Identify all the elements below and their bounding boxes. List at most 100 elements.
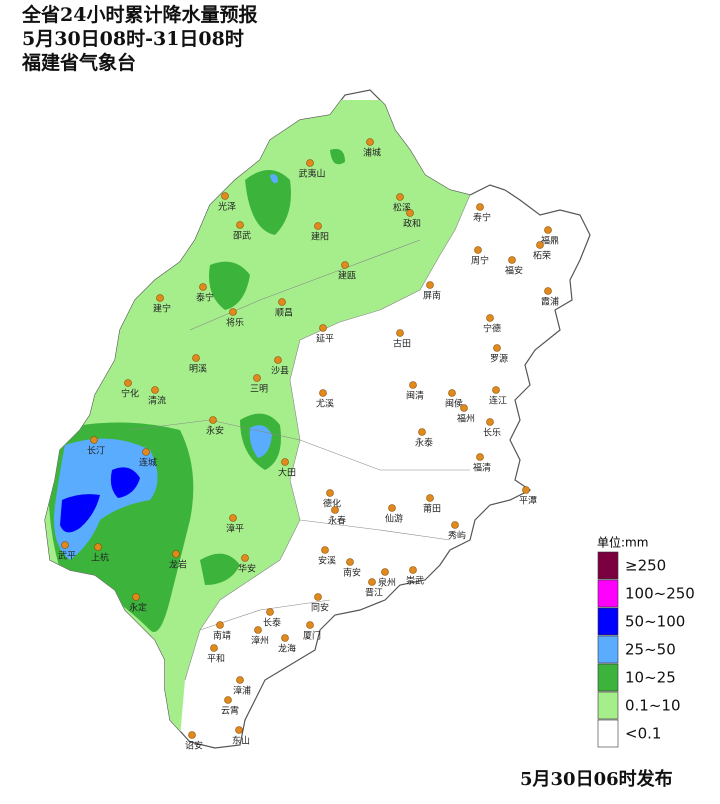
city-dot xyxy=(346,558,354,566)
city-label: 永泰 xyxy=(415,437,433,449)
city-label: 长汀 xyxy=(87,445,105,457)
city-dot xyxy=(209,416,217,424)
city-label: 清流 xyxy=(148,395,166,407)
city-dot xyxy=(476,453,484,461)
city-label: 屏南 xyxy=(423,290,441,302)
city-label: 泰宁 xyxy=(196,292,214,304)
city-dot xyxy=(544,226,552,234)
city-label: 龙海 xyxy=(278,643,296,655)
city-dot xyxy=(409,381,417,389)
city-label: 建阳 xyxy=(311,231,329,243)
city-dot xyxy=(418,428,426,436)
city-dot xyxy=(321,546,329,554)
city-dot xyxy=(476,203,484,211)
city-label: 福安 xyxy=(505,265,523,277)
legend-swatch xyxy=(597,635,619,664)
city-label: 浦城 xyxy=(363,147,381,159)
city-label: 周宁 xyxy=(471,255,489,267)
city-dot xyxy=(142,448,150,456)
rain-heavy xyxy=(54,174,278,561)
city-dot xyxy=(341,261,349,269)
city-label: 宁化 xyxy=(121,388,139,400)
city-dot xyxy=(396,329,404,337)
city-label: 平潭 xyxy=(519,496,537,507)
city-label: 沙县 xyxy=(271,366,289,377)
city-dot xyxy=(409,566,417,574)
city-dot xyxy=(493,344,501,352)
city-label: 东山 xyxy=(232,735,250,747)
issuer: 福建省气象台 xyxy=(21,51,136,74)
city-label: 明溪 xyxy=(189,363,207,375)
city-dot xyxy=(90,436,98,444)
city-dot xyxy=(331,506,339,514)
legend-label: 10~25 xyxy=(625,669,676,687)
city-label: 德化 xyxy=(323,498,341,510)
city-dot xyxy=(210,644,218,652)
legend-title: 单位:mm xyxy=(597,535,648,550)
legend-swatch xyxy=(597,579,619,608)
city-label: 平和 xyxy=(207,654,225,665)
city-label: 福州 xyxy=(457,413,475,425)
city-dot xyxy=(486,418,494,426)
city-label: 漳平 xyxy=(226,523,244,535)
city-label: 永春 xyxy=(328,515,346,527)
city-dot xyxy=(306,159,314,167)
city-dot xyxy=(281,458,289,466)
city-label: 三明 xyxy=(250,384,268,395)
city-dot xyxy=(522,486,530,494)
city-dot xyxy=(508,256,516,264)
legend-label: <0.1 xyxy=(625,725,661,743)
city-label: 厦门 xyxy=(303,630,321,642)
city-dot xyxy=(492,386,500,394)
city-label: 延平 xyxy=(316,333,334,345)
city-label: 仙游 xyxy=(385,513,403,525)
legend-label: ≥250 xyxy=(625,557,666,575)
city-label: 连城 xyxy=(139,457,157,469)
city-dot xyxy=(536,241,544,249)
city-label: 长泰 xyxy=(263,617,281,629)
footer: 5月30日06时发布 xyxy=(520,768,673,790)
city-dot xyxy=(224,696,232,704)
city-dot xyxy=(366,138,374,146)
city-dot xyxy=(426,494,434,502)
legend-label: 0.1~10 xyxy=(625,697,681,715)
city-dot xyxy=(61,541,69,549)
city-dot xyxy=(326,489,334,497)
period: 5月30日08时-31日08时 xyxy=(22,28,244,50)
city-dot xyxy=(319,389,327,397)
city-dot xyxy=(306,621,314,629)
city-label: 漳州 xyxy=(251,635,269,647)
province xyxy=(44,89,591,749)
city-dot xyxy=(448,389,456,397)
city-dot xyxy=(281,634,289,642)
city-label: 宁德 xyxy=(483,323,501,335)
city-dot xyxy=(132,593,140,601)
city-label: 闽清 xyxy=(406,390,424,402)
city-label: 顺昌 xyxy=(275,308,293,319)
header: 全省24小时累计降水量预报 5月30日08时-31日08时 福建省气象台 xyxy=(21,3,257,74)
city-label: 福鼎 xyxy=(541,235,559,247)
city-dot xyxy=(278,298,286,306)
city-label: 尤溪 xyxy=(316,398,334,410)
legend-swatch xyxy=(597,663,619,692)
city-dot xyxy=(221,192,229,200)
city-label: 将乐 xyxy=(226,317,244,329)
city-label: 云霄 xyxy=(221,706,239,717)
city-label: 永安 xyxy=(206,425,224,437)
city-label: 崇武 xyxy=(406,575,424,587)
city-dot xyxy=(486,314,494,322)
city-label: 南靖 xyxy=(213,630,231,642)
city-label: 古田 xyxy=(393,338,411,350)
city-label: 连江 xyxy=(489,395,507,407)
city-label: 晋江 xyxy=(365,588,383,599)
city-label: 霞浦 xyxy=(541,296,559,308)
city-dot xyxy=(474,246,482,254)
city-dot xyxy=(236,676,244,684)
city-dot xyxy=(319,324,327,332)
city-dot xyxy=(381,568,389,576)
city-label: 邵武 xyxy=(233,230,251,242)
city-label: 安溪 xyxy=(318,555,336,567)
city-label: 南安 xyxy=(343,567,361,579)
city-label: 武平 xyxy=(58,550,76,562)
